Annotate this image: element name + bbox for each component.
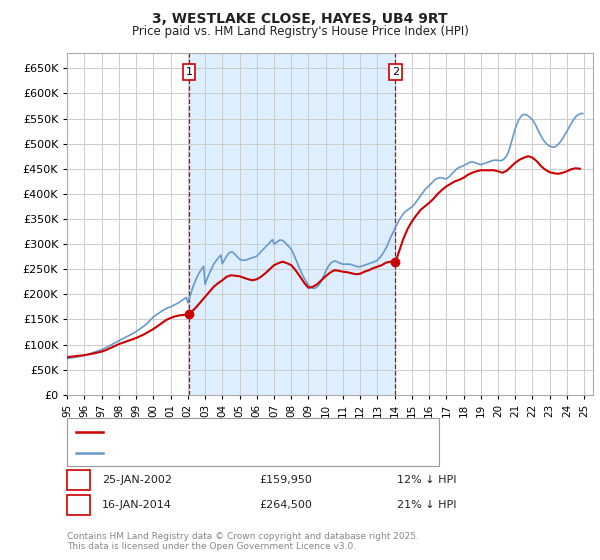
Text: 3, WESTLAKE CLOSE, HAYES, UB4 9RT (semi-detached house): 3, WESTLAKE CLOSE, HAYES, UB4 9RT (semi-…	[109, 427, 430, 437]
Text: 25-JAN-2002: 25-JAN-2002	[102, 475, 172, 485]
Text: Price paid vs. HM Land Registry's House Price Index (HPI): Price paid vs. HM Land Registry's House …	[131, 25, 469, 38]
Text: Contains HM Land Registry data © Crown copyright and database right 2025.
This d: Contains HM Land Registry data © Crown c…	[67, 532, 419, 552]
Text: 2: 2	[392, 67, 399, 77]
Text: 16-JAN-2014: 16-JAN-2014	[102, 500, 172, 510]
Text: £264,500: £264,500	[259, 500, 312, 510]
Bar	[189, 53, 395, 395]
Text: HPI: Average price, semi-detached house, Hillingdon: HPI: Average price, semi-detached house,…	[109, 447, 383, 458]
Text: £159,950: £159,950	[259, 475, 312, 485]
Text: 1: 1	[185, 67, 193, 77]
Text: 3, WESTLAKE CLOSE, HAYES, UB4 9RT: 3, WESTLAKE CLOSE, HAYES, UB4 9RT	[152, 12, 448, 26]
Text: 2: 2	[75, 500, 82, 510]
Text: 1: 1	[75, 475, 82, 485]
Text: 21% ↓ HPI: 21% ↓ HPI	[397, 500, 457, 510]
Text: 12% ↓ HPI: 12% ↓ HPI	[397, 475, 457, 485]
